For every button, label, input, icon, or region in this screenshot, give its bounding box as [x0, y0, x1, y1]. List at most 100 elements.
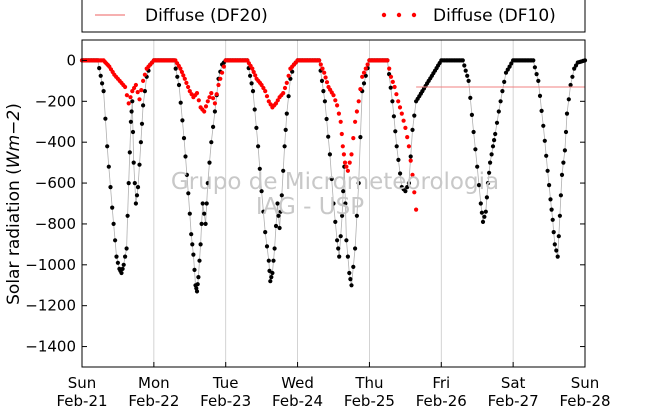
series-1-point-183 — [388, 74, 394, 79]
series-2-point-181 — [343, 201, 348, 206]
series-layer — [79, 58, 588, 294]
series-2-point-306 — [542, 138, 547, 143]
y-tick-label-6: −1200 — [25, 297, 76, 315]
series-2-point-79 — [192, 267, 197, 272]
series-1-point-141 — [320, 66, 325, 71]
legend-box — [81, 0, 586, 33]
series-2-point-74 — [186, 191, 191, 196]
x-tick-date-4: Feb-25 — [344, 392, 395, 409]
series-2-point-279 — [498, 99, 503, 104]
series-1-point-193 — [406, 144, 411, 149]
x-tick-day-6: Sat — [501, 374, 526, 392]
series-1-point-26 — [123, 84, 128, 90]
series-1-point-144 — [324, 80, 330, 85]
y-tick-label-2: −400 — [35, 133, 76, 151]
series-2-point-263 — [476, 183, 482, 188]
series-2-point-176 — [337, 254, 342, 259]
series-1-point-184 — [390, 79, 395, 84]
series-2-point-308 — [545, 168, 550, 173]
series-1-point-62 — [184, 80, 189, 85]
x-axis-ticks: SunFeb-21MonFeb-22TueFeb-23WedFeb-24ThuF… — [56, 362, 611, 409]
series-2-point-278 — [496, 109, 501, 114]
series-1-point-32 — [133, 82, 138, 88]
series-1-point-188 — [397, 105, 403, 110]
series-2-point-88 — [200, 201, 205, 206]
y-axis-ticks: 0 −200 −400 −600 −800 −1000 −1200 −1400 — [25, 51, 585, 356]
series-1-point-169 — [365, 62, 370, 67]
series-2-point-299 — [531, 58, 536, 63]
series-2-point-69 — [178, 100, 183, 105]
series-2-point-265 — [479, 210, 484, 215]
series-1-point-158 — [345, 168, 350, 173]
series-2-point-315 — [554, 248, 559, 253]
series-1-point-154 — [340, 144, 345, 149]
y-tick-label-0: 0 — [66, 51, 76, 69]
series-2-point-303 — [537, 93, 543, 98]
series-1-point-189 — [399, 111, 404, 116]
series-2-point-277 — [494, 120, 500, 125]
series-2-point-178 — [340, 213, 345, 218]
series-2-point-183 — [345, 254, 350, 259]
y-tick-label-4: −800 — [35, 215, 76, 233]
series-1-point-73 — [203, 104, 209, 109]
series-2-point-185 — [348, 277, 353, 282]
watermark: Grupo de Micrometeorologia IAG - USP — [171, 169, 499, 220]
series-2-point-168 — [324, 116, 329, 122]
watermark-line-1: Grupo de Micrometeorologia — [171, 169, 499, 195]
series-2-point-305 — [541, 123, 546, 128]
series-2-point-320 — [559, 172, 565, 177]
series-2-point-223 — [412, 113, 417, 118]
series-2-point-318 — [557, 213, 563, 218]
series-1-point-151 — [336, 111, 341, 116]
series-1-point-161 — [351, 136, 356, 141]
series-2-point-256 — [465, 73, 470, 78]
x-tick-date-5: Feb-26 — [416, 392, 467, 409]
series-2-point-300 — [532, 65, 538, 70]
series-1-point-165 — [358, 87, 363, 92]
series-2-point-284 — [507, 64, 512, 69]
series-2-point-93 — [207, 160, 212, 165]
series-1-point-110 — [266, 99, 271, 104]
series-2-point-71 — [181, 136, 187, 141]
series-2-point-84 — [196, 275, 201, 280]
series-1 — [79, 58, 419, 212]
series-1-point-60 — [181, 73, 186, 78]
series-2-point-134 — [272, 246, 277, 251]
series-2-point-309 — [547, 183, 552, 188]
series-2-point-17 — [106, 164, 111, 169]
x-tick-date-2: Feb-23 — [200, 392, 251, 409]
series-1-point-162 — [353, 119, 358, 124]
series-2-point-37 — [130, 129, 136, 135]
series-2-point-194 — [363, 73, 368, 78]
series-2-point-135 — [273, 223, 279, 229]
series-2-point-127 — [264, 244, 270, 249]
series-1-point-167 — [361, 70, 367, 75]
series-2-point-271 — [487, 170, 492, 175]
series-2-point-307 — [544, 153, 549, 158]
series-1-point-101 — [251, 69, 256, 75]
series-1-point-35 — [139, 88, 144, 93]
series-1-point-187 — [396, 99, 401, 104]
series-2-point-321 — [561, 160, 566, 165]
series-1-point-36 — [141, 78, 146, 83]
x-tick-date-6: Feb-27 — [488, 392, 539, 409]
series-1-point-115 — [275, 98, 280, 103]
series-1-point-77 — [211, 96, 216, 101]
series-2-point-47 — [142, 89, 147, 94]
series-2-point-90 — [203, 221, 208, 226]
series-2-point-147 — [290, 69, 295, 74]
series-1-point-186 — [394, 92, 399, 97]
series-2-point-193 — [361, 81, 367, 86]
series-2-point-136 — [275, 201, 280, 206]
series-2-point-33 — [127, 150, 132, 155]
series-2-point-119 — [250, 89, 256, 94]
series-2-point-219 — [405, 185, 410, 190]
series-2-point-214 — [396, 157, 401, 162]
series-2-point-137 — [276, 213, 281, 218]
series-2-point-268 — [483, 209, 488, 214]
series-2-point-253 — [460, 58, 465, 63]
series-2-point-302 — [536, 78, 541, 83]
series-2-point-187 — [351, 264, 356, 269]
series-1-point-30 — [130, 89, 135, 94]
